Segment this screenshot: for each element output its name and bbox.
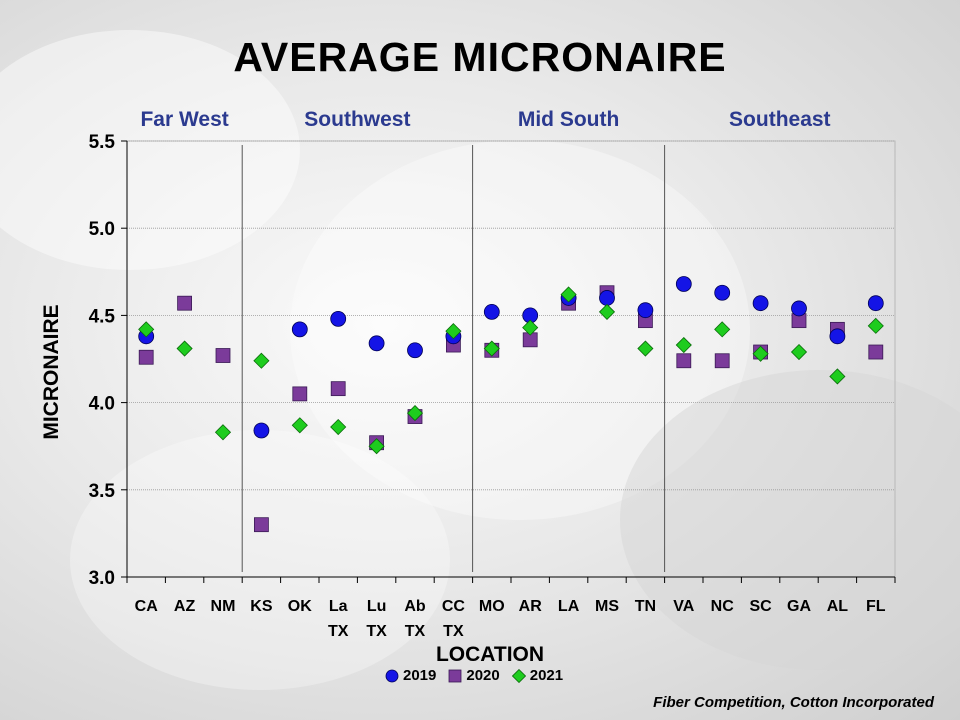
data-point-2019 <box>253 422 270 439</box>
x-tick-label: OK <box>288 598 312 615</box>
data-point-2021 <box>483 340 500 357</box>
data-point-2019 <box>829 328 846 345</box>
y-tick-label: 5.5 <box>89 132 116 153</box>
data-point-2020 <box>714 353 730 369</box>
x-tick-label: MO <box>479 598 505 615</box>
legend-label-2021: 2021 <box>529 667 564 684</box>
x-tick-label: SC <box>749 598 772 615</box>
x-tick-label: NM <box>211 598 236 615</box>
data-point-2021 <box>214 424 232 441</box>
diamond-marker-icon <box>511 668 526 683</box>
data-point-2019 <box>675 276 692 292</box>
legend-item-2021: 2021 <box>511 667 564 684</box>
data-point-2020 <box>215 348 231 363</box>
x-tick-label: TX <box>366 623 387 640</box>
data-point-2019 <box>637 302 654 319</box>
data-point-2021 <box>330 418 347 436</box>
data-point-2021 <box>867 317 884 334</box>
x-tick-label: AR <box>519 598 543 615</box>
x-tick-label: TN <box>635 598 656 615</box>
data-point-2021 <box>598 303 616 320</box>
legend-label-2020: 2020 <box>466 667 500 684</box>
y-tick-label: 4.5 <box>89 306 116 327</box>
data-point-2019 <box>368 335 385 352</box>
x-tick-label: NC <box>711 598 735 615</box>
data-point-2019 <box>791 300 807 317</box>
y-tick-label: 4.0 <box>89 394 115 415</box>
x-tick-label: TX <box>328 623 349 640</box>
data-point-2020 <box>868 344 884 360</box>
x-axis-label: LOCATION <box>435 643 545 666</box>
x-tick-label: MS <box>595 598 619 615</box>
data-point-2019 <box>867 295 884 312</box>
x-tick-label: Lu <box>367 598 387 615</box>
data-point-2019 <box>291 321 308 338</box>
data-point-2021 <box>522 319 539 336</box>
x-tick-label: La <box>329 598 348 615</box>
x-tick-label: LA <box>558 598 580 615</box>
data-point-2021 <box>406 404 424 422</box>
data-point-2021 <box>176 340 193 357</box>
data-point-2020 <box>253 517 269 533</box>
data-point-2021 <box>138 321 155 338</box>
data-point-2021 <box>790 343 808 361</box>
legend-item-2019: 2019 <box>385 667 436 684</box>
chart-title: AVERAGE MICRONAIRE <box>233 34 727 80</box>
data-point-2020 <box>177 295 193 311</box>
data-point-2019 <box>752 295 769 312</box>
x-tick-label: CC <box>442 598 466 615</box>
data-point-2019 <box>483 304 500 320</box>
data-point-2020 <box>676 353 692 369</box>
x-tick-label: KS <box>250 598 273 615</box>
x-tick-label: TX <box>405 623 426 640</box>
data-point-2021 <box>714 321 731 338</box>
x-tick-label: VA <box>673 598 694 615</box>
x-tick-label: GA <box>787 598 811 615</box>
x-tick-label: AZ <box>174 598 196 615</box>
legend: 2019 2020 2021 <box>385 667 563 684</box>
data-point-2021 <box>445 323 462 340</box>
data-point-2021 <box>560 286 577 303</box>
legend-item-2020: 2020 <box>448 667 500 684</box>
y-tick-label: 5.0 <box>89 219 115 240</box>
region-label: Southwest <box>304 108 411 131</box>
x-tick-label: FL <box>866 598 886 615</box>
x-tick-label: Ab <box>404 598 426 615</box>
legend-label-2019: 2019 <box>403 667 437 684</box>
data-point-2020 <box>292 386 308 402</box>
circle-marker-icon <box>385 669 399 682</box>
x-tick-label: TX <box>443 623 464 640</box>
data-point-2021 <box>253 352 270 369</box>
data-point-2021 <box>675 336 692 354</box>
data-point-2020 <box>330 381 346 397</box>
source-credit: Fiber Competition, Cotton Incorporated <box>653 694 934 711</box>
data-point-2021 <box>752 345 769 362</box>
data-point-2019 <box>599 290 615 306</box>
x-tick-label: CA <box>135 598 159 615</box>
x-tick-label: AL <box>827 598 849 615</box>
data-point-2019 <box>407 342 423 359</box>
y-tick-label: 3.5 <box>89 481 116 502</box>
region-label: Far West <box>140 108 229 131</box>
region-label: Southeast <box>729 108 831 131</box>
square-marker-icon <box>448 669 462 682</box>
data-point-2021 <box>291 417 308 434</box>
data-point-2020 <box>138 349 154 365</box>
y-tick-label: 3.0 <box>89 568 115 589</box>
data-point-2019 <box>330 310 347 327</box>
data-point-2021 <box>368 438 385 455</box>
region-label: Mid South <box>517 108 620 131</box>
data-point-2021 <box>637 340 654 357</box>
data-point-2019 <box>714 284 731 301</box>
data-point-2021 <box>829 368 846 385</box>
